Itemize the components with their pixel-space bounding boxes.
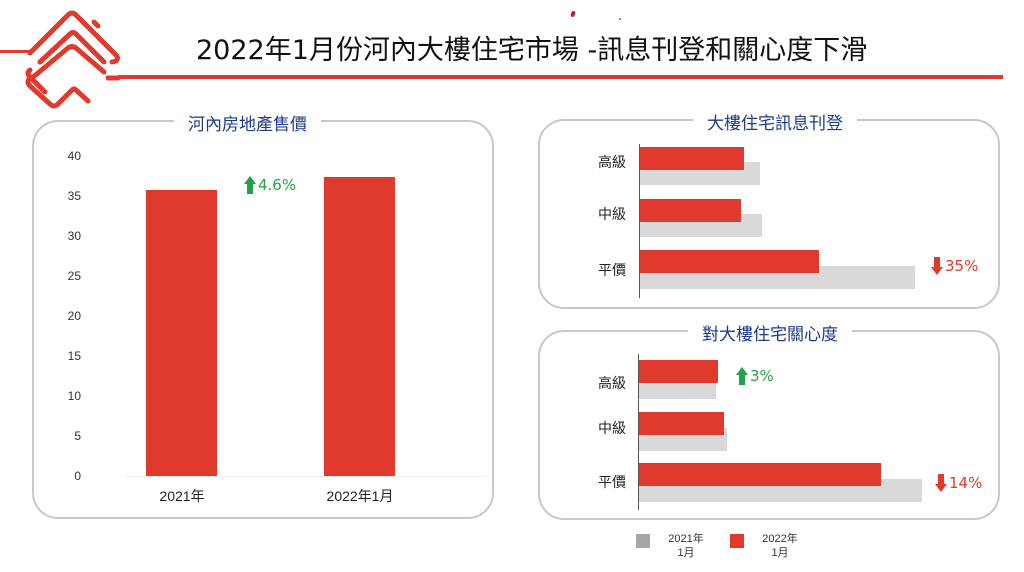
listings-chart-panel: 大樓住宅訊息刊登 高級 中級 平價 35% — [538, 109, 1000, 309]
y-axis-line — [638, 354, 639, 510]
price-change-annotation: 4.6% — [244, 176, 296, 194]
legend-label: 1月 — [677, 547, 695, 559]
price-change-value: 4.6% — [258, 176, 297, 194]
interest-high-change-annotation: 3% — [736, 367, 774, 385]
category-label-mid: 中級 — [598, 421, 626, 437]
x-axis-baseline — [126, 476, 486, 477]
bar-affordable-2022 — [639, 463, 881, 486]
interest-high-change-value: 3% — [750, 367, 774, 385]
y-axis-line — [639, 144, 640, 298]
legend-label: 2021年 — [668, 533, 704, 545]
y-tick: 25 — [67, 269, 81, 283]
listings-change-value: 35% — [945, 257, 979, 275]
bar-high-2022 — [640, 147, 744, 170]
x-label-2021: 2021年 — [159, 488, 205, 504]
y-tick: 30 — [67, 229, 81, 243]
interest-chart-panel: 對大樓住宅關心度 高級 中級 平價 3% 14% — [538, 320, 1000, 520]
legend-swatch-red — [730, 534, 744, 548]
listings-chart-title: 大樓住宅訊息刊登 — [693, 109, 857, 134]
house-stack-logo-icon — [25, 10, 121, 109]
y-tick: 35 — [67, 189, 81, 203]
bar-2022-jan — [324, 177, 395, 476]
header-rule-left — [0, 50, 30, 53]
bar-2021 — [146, 190, 217, 476]
arrow-up-icon — [244, 176, 256, 194]
header-rule — [118, 75, 1003, 79]
category-label-affordable: 平價 — [598, 263, 626, 279]
legend-item-2022: 2022年 1月 — [730, 532, 802, 560]
y-tick: 20 — [67, 309, 81, 323]
legend-label: 1月 — [771, 547, 789, 559]
y-tick: 10 — [67, 389, 81, 403]
price-chart-title: 河內房地產售價 — [174, 110, 321, 135]
arrow-up-icon — [736, 367, 748, 385]
chart-legend: 2021年 1月 2022年 1月 — [636, 532, 824, 560]
y-tick: 40 — [67, 149, 81, 163]
legend-item-2021: 2021年 1月 — [636, 532, 708, 560]
legend-label: 2022年 — [762, 533, 798, 545]
listings-change-annotation: 35% — [931, 257, 978, 275]
x-label-2022-jan: 2022年1月 — [326, 488, 394, 504]
bar-high-2022 — [639, 360, 718, 383]
y-tick: 15 — [67, 349, 81, 363]
arrow-down-icon — [935, 474, 947, 492]
category-label-high: 高級 — [598, 376, 626, 392]
interest-chart-title: 對大樓住宅關心度 — [688, 320, 852, 345]
bar-mid-2022 — [640, 199, 741, 222]
category-label-mid: 中級 — [598, 207, 626, 223]
bar-mid-2022 — [639, 412, 724, 435]
arrow-down-icon — [931, 257, 943, 275]
decorative-mark — [570, 10, 576, 18]
bar-affordable-2022 — [640, 250, 819, 273]
page-title: 2022年1月份河內大樓住宅市場 -訊息刊登和關心度下滑 — [196, 35, 868, 66]
legend-swatch-gray — [636, 534, 650, 548]
category-label-high: 高級 — [598, 155, 626, 171]
interest-affordable-change-annotation: 14% — [935, 474, 982, 492]
decorative-dot — [619, 18, 621, 20]
interest-affordable-change-value: 14% — [949, 474, 983, 492]
y-tick: 5 — [74, 429, 81, 443]
category-label-affordable: 平價 — [598, 475, 626, 491]
price-chart-panel: 河內房地產售價 40 35 30 25 20 15 10 5 0 4.6% 20… — [32, 110, 494, 519]
y-tick: 0 — [74, 469, 81, 483]
